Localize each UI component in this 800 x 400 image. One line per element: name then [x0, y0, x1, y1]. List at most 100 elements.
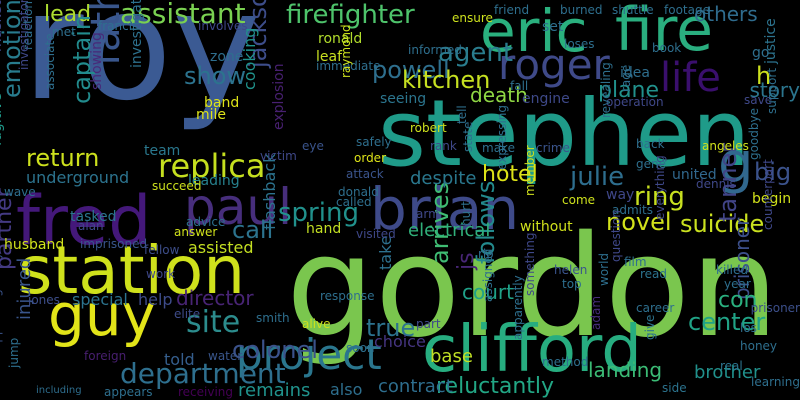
cloud-word: dennis [696, 177, 736, 191]
cloud-word: investigator [17, 0, 31, 70]
cloud-word: soon [346, 341, 375, 355]
cloud-word: big [754, 158, 792, 186]
cloud-word: begin [752, 191, 792, 207]
cloud-word: visited [356, 227, 396, 241]
cloud-word: prisoner [750, 301, 800, 315]
cloud-word: raymond [339, 24, 353, 78]
cloud-word: director [176, 286, 254, 310]
cloud-word: remains [238, 380, 311, 400]
cloud-word: go [752, 45, 770, 61]
cloud-word: suicide [680, 210, 765, 238]
cloud-word: leaf [316, 49, 343, 65]
cloud-word: replica [158, 147, 266, 185]
cloud-word: state [461, 121, 475, 152]
cloud-word: part [416, 317, 441, 331]
cloud-word: roy [22, 0, 261, 134]
cloud-word: center [688, 308, 766, 336]
cloud-word: project [236, 330, 382, 379]
cloud-word: friend [494, 3, 530, 17]
cloud-word: choice [374, 332, 426, 351]
cloud-word: engine [522, 91, 570, 107]
cloud-word: hotel [482, 162, 538, 187]
cloud-word: immediate [316, 59, 381, 73]
cloud-word: imprisoned [80, 237, 148, 251]
cloud-word: base [430, 346, 473, 367]
cloud-word: elite [174, 307, 201, 321]
cloud-word: site [186, 305, 241, 340]
cloud-word: powell [372, 56, 450, 84]
cloud-word: zone [210, 49, 244, 65]
cloud-word: injured [14, 257, 35, 320]
cloud-word: rage [619, 64, 633, 92]
cloud-word: assistant [120, 0, 246, 30]
cloud-word: brian [370, 175, 520, 243]
cloud-word: donald [338, 185, 379, 199]
cloud-word: kitchen [402, 66, 491, 94]
cloud-word: mile [196, 107, 227, 123]
cloud-word: career [636, 301, 675, 315]
cloud-word: reluctantly [436, 374, 555, 399]
cloud-word: fugitive [0, 93, 5, 146]
cloud-word: leading [188, 173, 240, 189]
cloud-word: alan [78, 219, 104, 233]
cloud-word: roger [498, 40, 610, 89]
cloud-word: way [606, 187, 635, 203]
cloud-word: told [164, 350, 195, 369]
cloud-word: con [718, 288, 758, 313]
cloud-word: apparently [511, 275, 525, 340]
cloud-word: safely [356, 135, 392, 149]
cloud-word: seeing [380, 91, 427, 107]
cloud-word: advice [186, 215, 226, 229]
cloud-word: admits [612, 203, 653, 217]
cloud-word: wave [4, 185, 36, 199]
cloud-word: support [765, 67, 779, 114]
cloud-word: paul [184, 178, 292, 236]
cloud-word: fellow [144, 243, 180, 257]
cloud-word: rio [478, 247, 494, 261]
cloud-word: met [52, 25, 76, 39]
cloud-word: clifford [422, 313, 642, 387]
cloud-word: loses [564, 37, 595, 51]
cloud-word: guy [48, 281, 156, 349]
cloud-word: js [454, 252, 479, 270]
cloud-word: receiving [178, 385, 234, 399]
cloud-word: response [320, 289, 375, 303]
cloud-word: investigation [129, 0, 145, 68]
cloud-word: fred [16, 182, 152, 261]
cloud-word: jones [28, 293, 60, 307]
cloud-word: husband [4, 237, 65, 253]
cloud-word: top [562, 277, 582, 291]
cloud-word: gene [636, 157, 666, 171]
cloud-word: war [0, 180, 3, 206]
cloud-word: learning [751, 375, 800, 389]
cloud-word: united [672, 167, 717, 183]
cloud-word: call [232, 216, 274, 244]
cloud-word: death [470, 83, 528, 107]
cloud-word: assigned [481, 248, 495, 302]
cloud-word: g [718, 131, 754, 196]
cloud-word: team [144, 143, 181, 159]
cloud-word: real [720, 359, 743, 373]
cloud-word: save [744, 93, 773, 107]
cloud-word: brother [694, 362, 761, 383]
cloud-word: order [354, 151, 386, 165]
cloud-word: fall [510, 79, 529, 93]
cloud-word: side [662, 381, 687, 395]
cloud-word: court [462, 280, 514, 304]
cloud-word: appears [104, 385, 153, 399]
cloud-word: spring [278, 198, 359, 228]
cloud-word: rank [430, 139, 457, 153]
cloud-word: los [740, 321, 757, 335]
cloud-word: eye [302, 139, 324, 153]
cloud-word: honey [740, 339, 778, 353]
cloud-word: jump [7, 337, 21, 368]
cloud-word: attack [346, 167, 384, 181]
cloud-word: band [204, 95, 240, 111]
cloud-word: idea [620, 65, 650, 81]
cloud-word: member [523, 145, 537, 196]
cloud-word: return [26, 144, 100, 172]
cloud-word: shuttle [612, 3, 654, 17]
cloud-word: agent [438, 38, 514, 68]
cloud-word: without [520, 219, 573, 235]
